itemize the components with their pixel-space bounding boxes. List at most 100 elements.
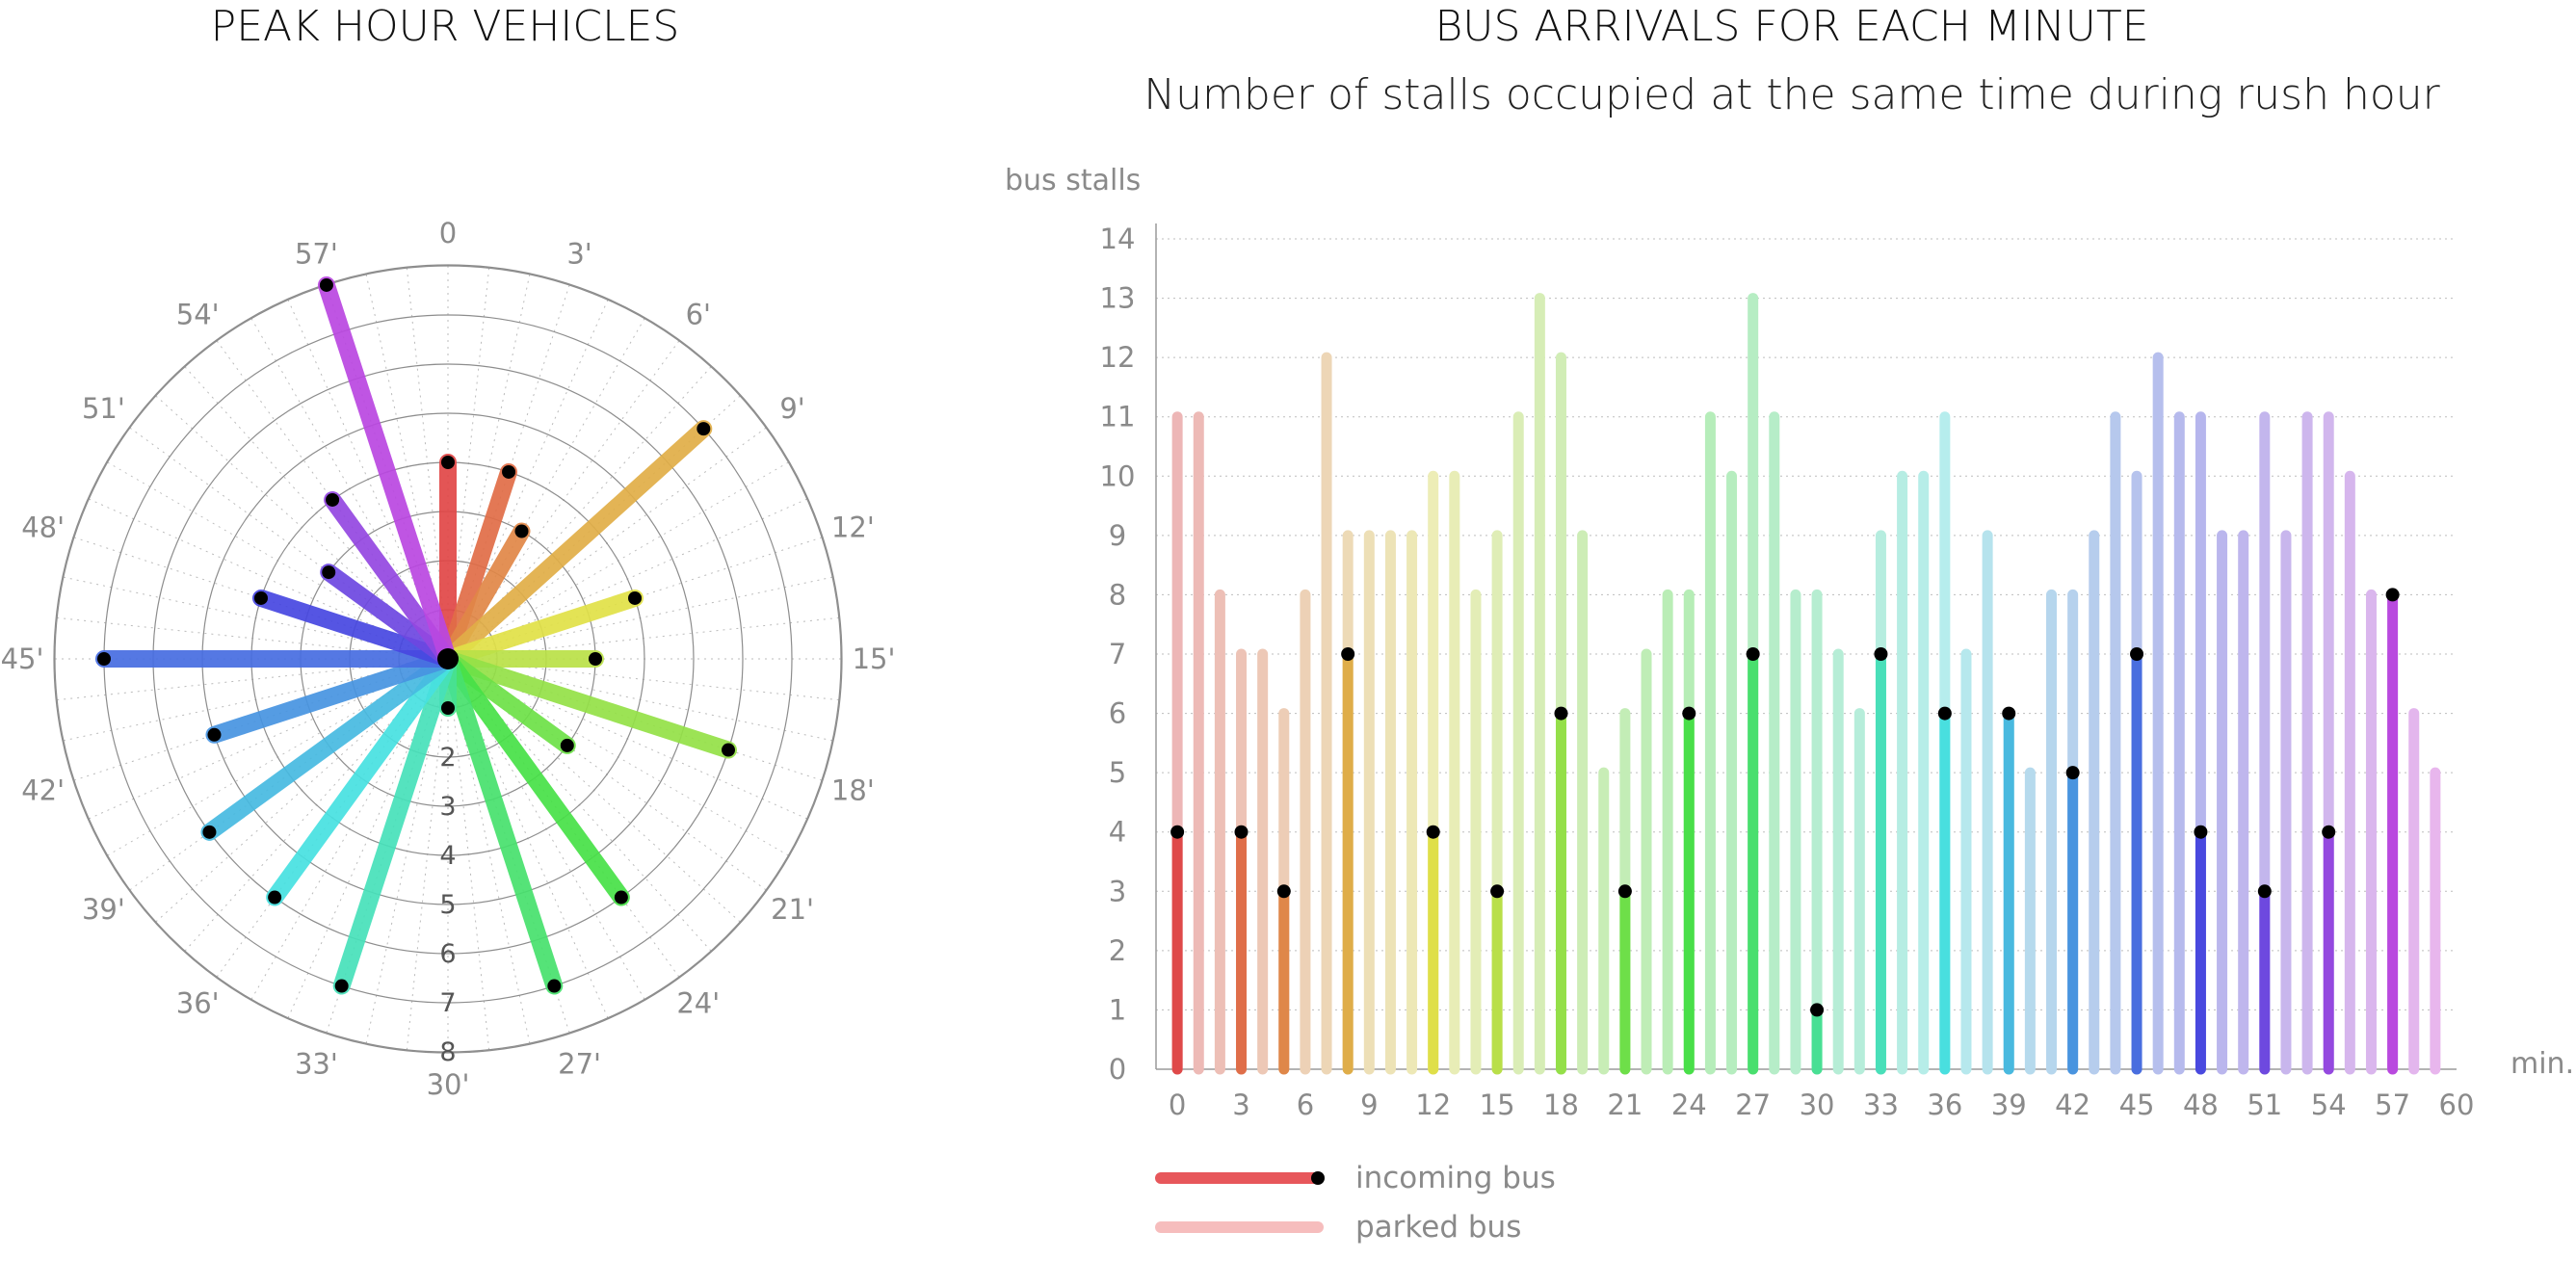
polar-point [722,743,736,757]
bar-x-tick: 12 [1415,1088,1451,1121]
bar-x-tick: 24 [1671,1088,1707,1121]
bar-y-tick: 6 [1109,697,1126,730]
bar-y-tick: 2 [1109,934,1126,967]
bar-y-tick: 4 [1109,816,1126,849]
bar-incoming-point [1234,825,1249,839]
bar-y-tick: 11 [1100,401,1136,433]
polar-bar [205,650,457,744]
bar-y-tick: 5 [1109,756,1126,789]
polar-point [253,590,268,605]
bar-incoming-point [1341,647,1355,661]
polar-angle-label: 12' [831,511,875,543]
polar-angle-label: 24' [676,987,720,1020]
bar-x-tick: 60 [2439,1088,2475,1121]
polar-bar [251,589,457,668]
bar-incoming-point [1874,647,1888,661]
polar-point [322,565,336,580]
polar-radial-tick: 6 [439,939,456,969]
polar-point [547,979,562,993]
polar-point [628,590,643,605]
bar-x-tick: 45 [2119,1088,2155,1121]
polar-point [441,701,455,715]
bar-y-tick: 12 [1100,341,1136,374]
bar-y-tick: 3 [1109,875,1126,907]
bar-incoming-point [1490,884,1505,899]
bar-y-tick: 10 [1100,459,1136,492]
polar-bar [439,650,630,906]
polar-point [560,738,574,752]
polar-angle-label: 48' [21,511,65,543]
polar-point [514,524,529,538]
bar-x-tick: 36 [1927,1088,1962,1121]
bar-incoming-point [1554,706,1568,721]
polar-angle-label: 15' [853,642,896,675]
polar-radial-tick: 8 [439,1037,456,1067]
bar-incoming-point [1937,706,1952,721]
bar-x-tick: 21 [1607,1088,1643,1121]
polar-angle-label: 27' [558,1047,601,1080]
polar-point [697,422,711,436]
bar-y-tick: 13 [1100,282,1136,315]
polar-bar [439,650,564,995]
polar-bar [439,650,738,759]
polar-angle-label: 30' [427,1068,470,1101]
polar-radial-tick: 5 [439,890,456,920]
polar-angle-label: 18' [831,774,875,807]
bar-y-tick: 8 [1109,578,1126,611]
polar-angle-label: 45' [1,642,44,675]
bar-x-tick: 57 [2375,1088,2410,1121]
polar-point [326,492,340,507]
bar-x-tick: 33 [1863,1088,1899,1121]
polar-radial-tick: 3 [439,792,456,822]
polar-point [334,979,349,993]
polar-chart-title: PEAK HOUR VEHICLES [211,2,680,51]
bar-chart-subtitle: Number of stalls occupied at the same ti… [1143,70,2440,119]
bar-incoming-point [1810,1003,1825,1017]
polar-bar [266,650,457,906]
legend-label-parked: parked bus [1355,1210,1521,1245]
bar-x-tick: 54 [2311,1088,2347,1121]
polar-point [97,652,111,666]
bar-x-tick: 6 [1297,1088,1314,1121]
polar-point [319,277,333,292]
polar-point [614,890,628,905]
bar-incoming-point [1170,825,1185,839]
polar-angle-label: 0 [439,217,457,249]
polar-point [268,890,282,905]
polar-bar [324,490,457,668]
polar-radial-tick: 2 [439,743,456,773]
bar-incoming-point [2322,825,2336,839]
bar-x-tick: 51 [2247,1088,2282,1121]
polar-angle-label: 51' [82,392,125,425]
polar-point [207,727,222,742]
bar-incoming-point [1426,825,1440,839]
bar-x-tick: 9 [1360,1088,1378,1121]
bar-incoming-point [1617,884,1632,899]
polar-bar [439,589,644,668]
polar-center [437,648,459,669]
bar-x-tick: 27 [1735,1088,1771,1121]
polar-angle-label: 9' [779,392,804,425]
polar-outer-ring [53,264,843,1054]
polar-point [502,464,516,479]
bar-x-tick: 15 [1480,1088,1515,1121]
polar-angle-label: 33' [295,1047,338,1080]
bar-chart-x-axis-label: min. [2510,1047,2574,1081]
polar-chart: 0 3' 6' 9' 12' 15' 18' 21' 24' 27' 30' 33' 36' 39' 42'… [1,217,896,1101]
bar-x-tick: 30 [1800,1088,1835,1121]
bar-y-tick: 0 [1109,1053,1126,1086]
bar-chart-y-axis-label: bus stalls [1005,164,1141,197]
bar-chart-title: BUS ARRIVALS FOR EACH MINUTE [1434,2,2148,51]
polar-angle-label: 57' [295,238,338,271]
bar-x-tick: 39 [1991,1088,2027,1121]
bar-x-tick: 42 [2055,1088,2090,1121]
polar-angle-label: 36' [176,987,220,1020]
legend: incoming bus parked bus [1155,1161,1556,1245]
bar-x-tick: 18 [1543,1088,1579,1121]
bar-incoming-point [2385,588,2400,602]
polar-angle-label: 42' [21,774,65,807]
bar-y-tick: 14 [1100,223,1136,255]
bar-y-tick: 1 [1109,993,1126,1026]
